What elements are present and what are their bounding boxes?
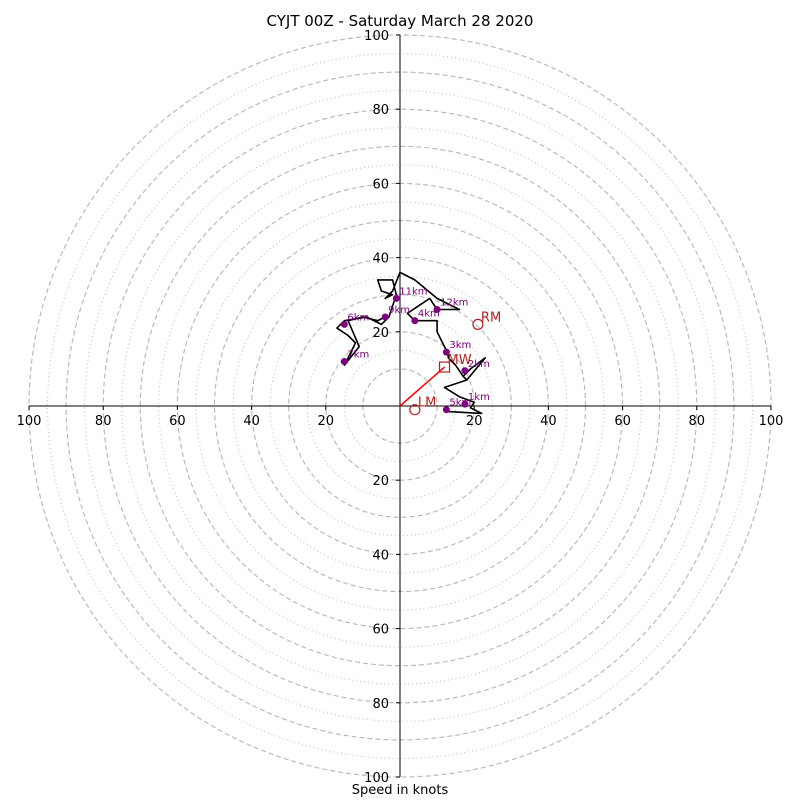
height-marker-dot (442, 406, 450, 414)
height-marker-dot (442, 348, 450, 356)
tick-label: 100 (364, 771, 389, 786)
x-axis-label: Speed in knots (351, 783, 449, 798)
height-marker-dot (381, 313, 389, 321)
tick-label: 80 (372, 697, 389, 712)
tick-label: 60 (169, 414, 186, 429)
storm-motion-label: LM (418, 396, 436, 411)
height-marker-dot (340, 320, 348, 328)
hodograph-trace-layer (336, 271, 487, 415)
height-marker-dot (392, 294, 400, 302)
storm-motion-markers: RM LM MW (409, 310, 501, 416)
height-marker-label: 6km (347, 312, 369, 323)
storm-motion-marker (472, 318, 484, 330)
height-marker-label: 11km (399, 286, 427, 297)
storm-motion-marker (438, 361, 451, 373)
tick-label: 60 (614, 414, 631, 429)
height-marker-label: 1km (468, 392, 490, 403)
tick-label: 40 (243, 414, 260, 429)
chart-title: CYJT 00Z - Saturday March 28 2020 (266, 12, 534, 30)
tick-label: 80 (372, 103, 389, 118)
tick-label: 40 (372, 252, 389, 267)
height-marker-label: 5km (449, 398, 471, 409)
tick-label: 20 (318, 414, 335, 429)
height-marker-label: 12km (440, 298, 468, 309)
tick-label: 60 (372, 177, 389, 192)
height-marker-dot (433, 306, 441, 314)
height-marker-dot (340, 357, 348, 365)
tick-label: 40 (540, 414, 557, 429)
shear-vector (399, 366, 446, 407)
height-marker-label: 3km (449, 340, 471, 351)
tick-label: 20 (372, 326, 389, 341)
height-marker-label: 7km (347, 349, 369, 360)
storm-motion-label: RM (481, 310, 501, 325)
height-markers: 1km 2km 3km 4km 5km 6km 7km 9km 11km 12km (340, 286, 490, 414)
storm-motion-label: MW (448, 353, 472, 368)
tick-label: 60 (372, 623, 389, 638)
tick-label: 80 (689, 414, 706, 429)
height-marker-label: 2km (468, 359, 490, 370)
shear-vector-layer (399, 366, 446, 407)
height-marker-dot (461, 367, 469, 375)
tick-label: 20 (372, 474, 389, 489)
height-marker-dot (411, 317, 419, 325)
tick-labels: 20 20 20 20 40 40 40 40 60 60 60 60 80 80 80 80 100 100 10… (17, 29, 784, 786)
tick-label: 80 (95, 414, 112, 429)
height-marker-label: 4km (418, 309, 440, 320)
tick-label: 100 (364, 29, 389, 44)
hodograph-trace (336, 271, 487, 415)
tick-label: 40 (372, 548, 389, 563)
height-marker-label: 9km (388, 305, 410, 316)
tick-label: 20 (466, 414, 483, 429)
tick-label: 100 (759, 414, 784, 429)
tick-label: 100 (17, 414, 42, 429)
height-marker-dot (461, 400, 469, 408)
storm-motion-marker (409, 404, 421, 416)
